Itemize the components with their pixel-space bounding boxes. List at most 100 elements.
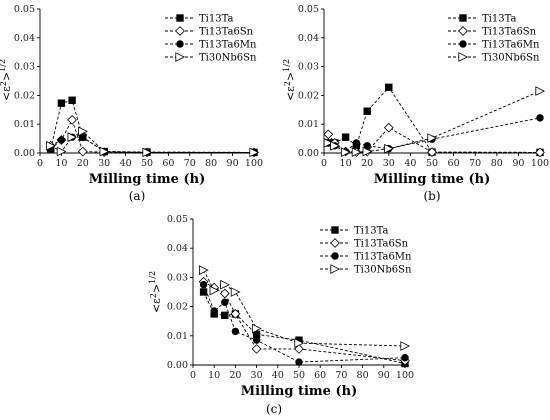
y-axis-label: <ε2>1/2 xyxy=(0,59,13,101)
data-point xyxy=(68,96,76,104)
data-point xyxy=(363,107,371,115)
y-tick-label: 0.01 xyxy=(298,119,319,130)
data-point xyxy=(384,143,394,154)
legend-label: Ti30Nb6Sn xyxy=(482,53,540,64)
x-tick-label: 10 xyxy=(55,158,67,169)
data-point xyxy=(251,323,262,334)
y-tick-label: 0.05 xyxy=(14,4,35,15)
x-tick-label: 100 xyxy=(396,370,414,381)
data-point xyxy=(362,146,373,157)
legend-label: Ti13Ta xyxy=(482,14,516,25)
data-point xyxy=(221,298,229,306)
x-tick-label: 70 xyxy=(184,158,196,169)
data-point xyxy=(400,341,411,351)
y-tick-label: 0.03 xyxy=(298,62,319,73)
series-line xyxy=(50,99,255,153)
chart-panel-1: 0 10 20 30 40 50 60 70 80 90 100 0.00 0.01 0.02 0.03 0.… xyxy=(0,4,263,203)
data-point xyxy=(56,146,67,157)
y-tick-label: 0.03 xyxy=(167,272,188,283)
data-point xyxy=(323,129,334,140)
data-point xyxy=(352,139,361,147)
panel-label: (c) xyxy=(266,402,282,416)
legend-marker xyxy=(331,252,339,260)
svg-text:<ε2>1/2: <ε2>1/2 xyxy=(0,59,13,101)
legend-marker xyxy=(458,52,469,62)
legend-marker xyxy=(175,26,185,36)
x-tick-label: 50 xyxy=(293,370,305,381)
data-point xyxy=(249,147,260,158)
data-point xyxy=(295,358,303,366)
x-tick-label: 60 xyxy=(162,158,174,169)
y-tick-label: 0.02 xyxy=(14,90,35,101)
svg-text:<ε2>1/2: <ε2>1/2 xyxy=(148,271,163,313)
legend-label: Ti13Ta6Mn xyxy=(482,40,540,51)
series-Ti13Ta xyxy=(46,96,258,157)
x-axis-label: Milling time (h) xyxy=(89,172,205,187)
data-point xyxy=(341,133,350,141)
series-line xyxy=(328,117,541,153)
y-axis-label: <ε2>1/2 xyxy=(148,271,163,313)
data-point xyxy=(46,140,56,151)
legend-marker xyxy=(176,40,184,48)
y-tick-label: 0.04 xyxy=(167,243,188,254)
y-tick-label: 0.01 xyxy=(14,119,35,130)
series-Ti30Nb6Sn xyxy=(46,126,260,158)
x-tick-label: 20 xyxy=(361,158,373,169)
x-tick-label: 40 xyxy=(272,370,284,381)
y-tick-label: 0.00 xyxy=(14,148,35,159)
data-point xyxy=(251,344,262,354)
legend-label: Ti13Ta xyxy=(199,14,233,25)
legend-marker xyxy=(458,26,468,36)
y-tick-label: 0.05 xyxy=(298,4,319,15)
x-tick-label: 90 xyxy=(512,158,524,169)
x-tick-label: 40 xyxy=(120,158,132,169)
x-tick-label: 60 xyxy=(314,370,326,381)
y-axis-label: <ε2>1/2 xyxy=(282,59,297,101)
data-point xyxy=(99,146,110,157)
data-point xyxy=(57,136,66,144)
legend-marker xyxy=(331,226,339,234)
data-point xyxy=(220,279,230,290)
x-tick-label: 10 xyxy=(208,370,220,381)
legend-marker xyxy=(330,264,341,274)
x-tick-label: 10 xyxy=(340,158,352,169)
data-point xyxy=(427,147,437,158)
legend-label: Ti13Ta xyxy=(354,226,388,237)
x-tick-label: 100 xyxy=(245,158,263,169)
legend-marker xyxy=(175,52,186,62)
x-tick-label: 60 xyxy=(448,158,460,169)
x-tick-label: 90 xyxy=(378,370,390,381)
data-point xyxy=(67,115,77,125)
legend-label: Ti13Ta6Sn xyxy=(199,27,254,38)
y-tick-label: 0.02 xyxy=(167,302,188,313)
data-point xyxy=(294,344,304,354)
data-point xyxy=(383,122,394,133)
y-tick-label: 0.04 xyxy=(298,33,319,44)
svg-text:<ε2>1/2: <ε2>1/2 xyxy=(282,59,297,101)
x-tick-label: 30 xyxy=(98,158,110,169)
data-point xyxy=(57,99,66,107)
data-point xyxy=(219,288,230,299)
data-point xyxy=(230,309,241,319)
y-tick-label: 0.04 xyxy=(14,33,35,44)
series-Ti30Nb6Sn xyxy=(323,86,546,157)
data-point xyxy=(67,132,78,143)
y-tick-label: 0.05 xyxy=(167,214,188,225)
data-point xyxy=(78,126,88,137)
y-tick-label: 0.00 xyxy=(298,148,319,159)
legend: Ti13Ta Ti13Ta6Sn Ti13Ta6Mn Ti30Nb6Sn xyxy=(165,14,257,64)
x-tick-label: 90 xyxy=(227,158,239,169)
legend-marker xyxy=(176,14,184,22)
data-point xyxy=(199,288,208,296)
panel-label: (a) xyxy=(129,189,146,203)
y-tick-label: 0.02 xyxy=(298,90,319,101)
x-tick-label: 0 xyxy=(321,158,327,169)
data-point xyxy=(231,327,240,336)
data-point xyxy=(198,265,209,275)
legend-label: Ti13Ta6Mn xyxy=(199,40,257,51)
x-tick-label: 30 xyxy=(383,158,395,169)
legend-label: Ti13Ta6Mn xyxy=(354,252,412,263)
data-point xyxy=(252,336,261,344)
series-line xyxy=(328,90,541,153)
